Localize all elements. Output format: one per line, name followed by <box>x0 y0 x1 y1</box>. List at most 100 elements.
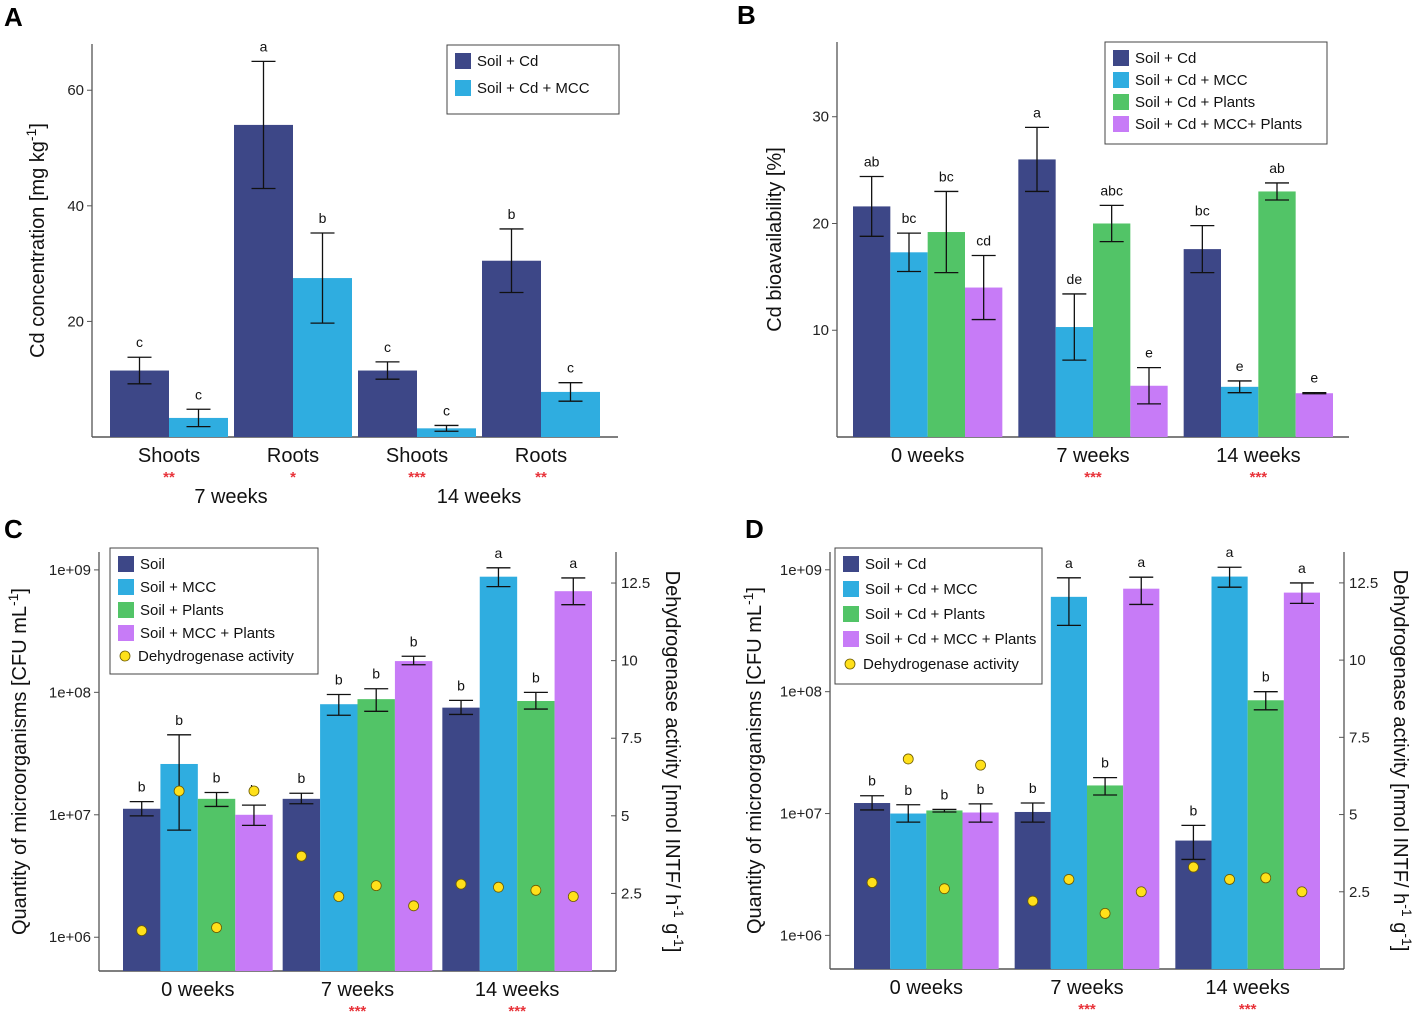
panel-d: D 1e+06 1e+07 1e+08 1e+09 Quantity of microo… <box>740 514 1415 1018</box>
legend-label: Soil + Cd <box>865 556 926 573</box>
significance-letter: a <box>569 555 577 571</box>
x-category-label: 7 weeks <box>321 979 394 1001</box>
bar <box>357 699 395 971</box>
dehydrogenase-point <box>1027 895 1039 907</box>
bar <box>1123 588 1160 969</box>
significance-stars: *** <box>1239 1001 1257 1018</box>
y-axis-title: Cd concentration [mg kg-1] <box>23 123 49 358</box>
bar <box>1221 386 1259 437</box>
y2-tick-label: 10 <box>621 653 638 670</box>
legend-dot-icon <box>844 658 856 670</box>
panel-c: C 1e+06 1e+07 1e+08 1e+09 Quantity of microo… <box>4 514 687 1019</box>
legend-b: Soil + Cd Soil + Cd + MCC Soil + Cd + Plan… <box>1104 41 1328 145</box>
significance-letter: b <box>372 666 380 682</box>
x-group-label: 14 weeks <box>437 486 522 508</box>
significance-letter: bc <box>939 168 954 184</box>
significance-letter: b <box>941 786 949 802</box>
dehydrogenase-point <box>530 884 542 896</box>
significance-letter: a <box>495 545 503 561</box>
y-tick-label: 1e+07 <box>49 807 91 824</box>
bar <box>962 812 999 969</box>
x-category-label: 14 weeks <box>1216 445 1301 467</box>
bars-d: b b b b b a b a b a b a <box>854 544 1320 969</box>
significance-letter: a <box>1065 555 1073 571</box>
dehydrogenase-point <box>1296 886 1308 898</box>
axes-b: 10 20 30 Cd bioavailability [%] 0 weeks 7 wee… <box>764 42 1349 486</box>
significance-letter: abc <box>1100 182 1123 198</box>
legend-label: Dehydrogenase activity <box>863 656 1019 673</box>
legend-label: Soil + Cd + MCC <box>477 80 590 97</box>
legend-box <box>109 547 319 675</box>
panel-label-d: D <box>745 514 764 544</box>
bar <box>853 206 891 437</box>
legend-label: Soil + MCC <box>140 579 216 596</box>
x-category-label: Roots <box>267 445 319 467</box>
bar <box>479 576 518 971</box>
significance-letter: a <box>1298 560 1306 576</box>
significance-letter: b <box>1101 755 1109 771</box>
legend-swatch <box>455 53 471 69</box>
significance-letter: bc <box>1195 203 1210 219</box>
significance-letter: a <box>1033 104 1041 120</box>
y2-tick-label: 12.5 <box>1349 575 1378 592</box>
legend-label: Soil <box>140 556 165 573</box>
y-tick-label: 30 <box>812 109 829 126</box>
dehydrogenase-point <box>136 925 148 937</box>
legend-swatch <box>843 556 859 572</box>
significance-letter: c <box>195 386 202 402</box>
legend-swatch <box>118 556 134 572</box>
dehydrogenase-point <box>173 785 185 797</box>
significance-letter: e <box>1236 358 1244 374</box>
significance-letter: ab <box>1269 160 1285 176</box>
x-category-label: Shoots <box>386 445 448 467</box>
significance-letter: b <box>868 773 876 789</box>
dehydrogenase-point <box>939 883 950 895</box>
legend-swatch <box>1113 72 1129 88</box>
significance-letter: ab <box>864 154 880 170</box>
y-tick-label: 1e+08 <box>780 684 822 701</box>
legend-label: Soil + Cd + Plants <box>1135 94 1255 111</box>
significance-letter: b <box>1262 669 1270 685</box>
bar <box>1018 159 1056 437</box>
significance-letter: b <box>335 672 343 688</box>
legend-label: Soil + Cd + MCC <box>1135 72 1248 89</box>
y-tick-label: 1e+09 <box>49 562 91 579</box>
bar <box>123 808 161 971</box>
legend-label: Dehydrogenase activity <box>138 648 294 665</box>
x-category-label: Roots <box>515 445 567 467</box>
legend-label: Soil + MCC + Plants <box>140 625 275 642</box>
bars-b: ab bc bc cd a de abc e bc e ab e <box>853 104 1333 437</box>
significance-stars: *** <box>408 469 426 486</box>
bar <box>282 798 321 971</box>
significance-stars: * <box>290 469 296 486</box>
y2-axis-title: Dehydrogenase activity [nmol INTF/ h-1 g… <box>1389 570 1415 952</box>
y-axis-title: Cd bioavailability [%] <box>764 147 786 332</box>
bar <box>1211 576 1248 969</box>
legend-label: Soil + Cd <box>1135 50 1196 67</box>
y-tick-label: 1e+06 <box>780 927 822 944</box>
legend-dot-icon <box>119 650 131 662</box>
y-tick-label: 1e+09 <box>780 562 822 579</box>
significance-letter: b <box>213 770 221 786</box>
x-category-label: 7 weeks <box>1050 977 1123 999</box>
dehydrogenase-point <box>1260 872 1272 884</box>
significance-letter: cd <box>976 233 991 249</box>
y2-tick-label: 2.5 <box>621 885 642 902</box>
panel-label-a: A <box>4 2 23 32</box>
y-tick-label: 20 <box>812 215 829 232</box>
significance-stars: *** <box>349 1003 367 1019</box>
legend-label: Soil + Cd + MCC+ Plants <box>1135 116 1302 133</box>
x-category-label: 0 weeks <box>890 977 963 999</box>
legend-swatch <box>843 631 859 647</box>
x-category-label: 14 weeks <box>1205 977 1290 999</box>
legend-swatch <box>843 606 859 622</box>
significance-letter: c <box>567 360 574 376</box>
significance-letter: b <box>977 781 985 797</box>
legend-swatch <box>118 579 134 595</box>
x-category-label: 0 weeks <box>161 979 234 1001</box>
y2-tick-label: 7.5 <box>621 730 642 747</box>
bar <box>1093 223 1131 437</box>
y-tick-label: 40 <box>67 198 84 215</box>
significance-letter: a <box>1226 544 1234 560</box>
